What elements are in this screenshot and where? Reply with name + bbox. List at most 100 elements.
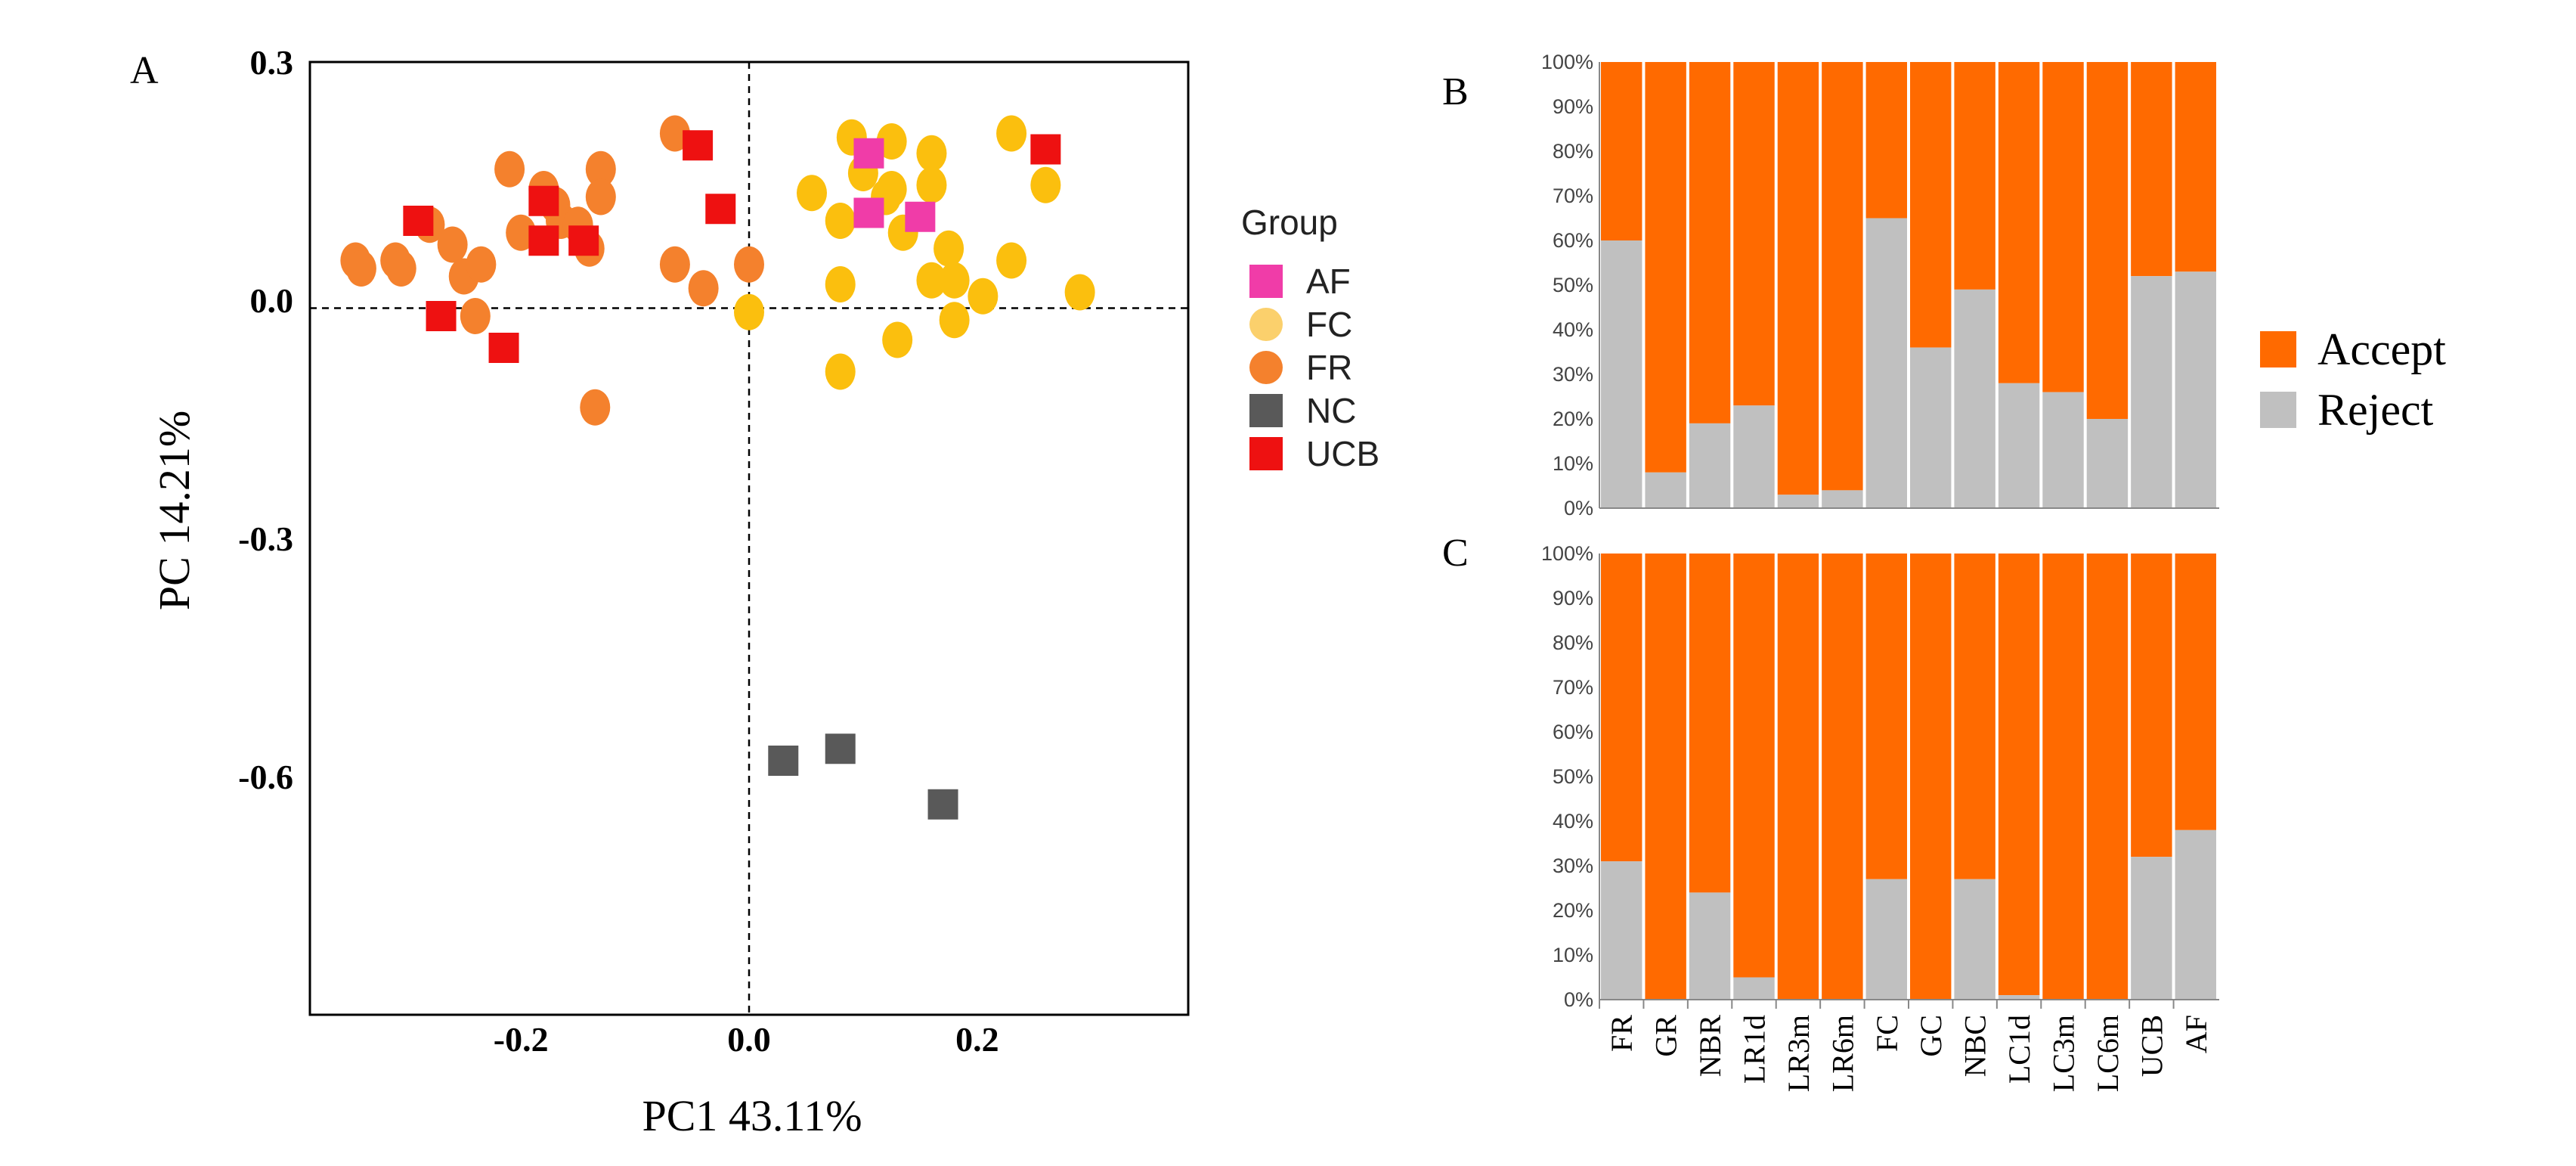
y-tick-label: 100% [1541, 542, 1593, 565]
point-fr [580, 389, 611, 426]
point-fr [460, 298, 491, 334]
legend-label-af: AF [1306, 262, 1351, 301]
y-tick-label: 50% [1553, 274, 1593, 296]
bar-accept-nbr [1689, 554, 1731, 893]
point-ucb [1030, 134, 1061, 165]
y-tick-label: 20% [1553, 899, 1593, 922]
bar-reject-lr1d [1733, 405, 1775, 508]
bar-accept-nbc [1954, 554, 1995, 879]
x-axis-label: PC1 43.11% [642, 1091, 862, 1140]
x-tick-label: AF [2179, 1015, 2213, 1053]
group-legend: Group AF FC FR NC UCB [1241, 203, 1379, 473]
point-fr [659, 246, 690, 283]
point-fc [916, 135, 947, 172]
y-tick-label: 30% [1553, 854, 1593, 877]
bar-accept-gr [1645, 62, 1686, 473]
y-tick-label: 90% [1553, 587, 1593, 609]
bar-reject-gc [1910, 347, 1952, 508]
bar-reject-lr1d [1733, 977, 1775, 1000]
legend-label-ucb: UCB [1306, 434, 1379, 473]
legend-label-nc: NC [1306, 391, 1356, 430]
bar-reject-af [2175, 830, 2216, 1000]
bar-reject-fc [1865, 218, 1907, 508]
bar-accept-lr1d [1733, 554, 1775, 978]
x-tick-label: LR3m [1782, 1015, 1816, 1092]
x-tick-label: LR1d [1738, 1015, 1772, 1084]
legend-swatch-af [1249, 265, 1283, 298]
bar-accept-ucb [2131, 62, 2172, 277]
point-fc [1064, 274, 1095, 311]
point-nc [768, 746, 799, 776]
bar-accept-fr [1601, 62, 1643, 240]
point-nc [825, 733, 856, 764]
x-tick-label: LC1d [2002, 1015, 2036, 1084]
bar-accept-lc3m [2042, 554, 2084, 1000]
y-tick-label: 0% [1564, 497, 1593, 519]
y-tick-label: 0.0 [250, 281, 294, 320]
bar-reject-lc3m [2042, 392, 2084, 508]
bar-reject-gr [1645, 472, 1686, 508]
point-ucb [488, 333, 519, 363]
point-ucb [528, 185, 559, 216]
point-fc [825, 266, 856, 302]
y-tick-label: 0.3 [250, 43, 294, 82]
point-fr [466, 246, 497, 283]
bar-accept-gc [1910, 554, 1952, 1000]
point-fr [385, 250, 416, 287]
point-nc [927, 789, 958, 820]
bar-accept-af [2175, 62, 2216, 272]
point-ucb [705, 194, 736, 225]
x-tick-label: GC [1914, 1015, 1948, 1057]
bar-accept-af [2175, 554, 2216, 830]
point-fr [437, 226, 468, 263]
stacked-bars-b: 0% 10% 20% 30% 40% 50% 60% 70% 80% 90% 100% [1541, 51, 2219, 519]
y-tick-label: 100% [1541, 51, 1593, 73]
point-fc [916, 166, 947, 203]
bar-reject-ucb [2131, 276, 2172, 508]
y-tick-label: 70% [1553, 676, 1593, 699]
x-axis-ticks: -0.2 0.0 0.2 [494, 1020, 999, 1059]
point-fc [734, 293, 764, 330]
bar-reject-lc1d [1998, 995, 2040, 1000]
y-tick-label: 80% [1553, 140, 1593, 163]
point-ucb [426, 301, 457, 331]
bar-accept-lr3m [1777, 62, 1819, 495]
x-tick-label: 0.2 [955, 1020, 999, 1059]
point-fc [996, 242, 1027, 279]
legend-label-accept: Accept [2317, 324, 2446, 374]
point-fr [688, 270, 719, 307]
point-fc [797, 175, 827, 212]
point-fc [882, 321, 913, 358]
bar-panel-c: C 0%10%20%30%40%50%60%70%80%90%100%FR GR N… [1442, 532, 2219, 1092]
point-af [905, 201, 936, 232]
point-fr [345, 250, 376, 287]
x-tick-label: UCB [2135, 1015, 2169, 1077]
y-tick-label: 60% [1553, 721, 1593, 743]
point-fr [585, 178, 616, 216]
y-tick-label: 40% [1553, 810, 1593, 833]
point-fc [916, 262, 947, 299]
point-ucb [403, 206, 434, 236]
point-fc [876, 123, 907, 160]
y-tick-label: 0% [1564, 988, 1593, 1011]
point-fc [968, 278, 999, 315]
y-axis-ticks: 0.3 0.0 -0.3 -0.6 [238, 43, 293, 796]
bar-accept-fc [1865, 554, 1907, 879]
y-tick-label: 30% [1553, 363, 1593, 386]
y-tick-label: 10% [1553, 944, 1593, 966]
legend-swatch-fc [1249, 308, 1283, 341]
x-tick-label: LR6m [1825, 1015, 1859, 1092]
x-tick-label: NBC [1958, 1015, 1992, 1077]
point-fc [825, 353, 856, 390]
bar-reject-fr [1601, 240, 1643, 508]
bar-accept-fc [1865, 62, 1907, 219]
bar-reject-nbr [1689, 892, 1731, 1000]
legend-swatch-ucb [1249, 437, 1283, 470]
bar-accept-lr6m [1822, 554, 1863, 1000]
pca-scatter-panel: A 0.3 0.0 -0.3 -0.6 -0.2 0.0 0.2 PC1 43.11% P… [130, 43, 1379, 1140]
panel-label-b: B [1442, 70, 1469, 113]
y-tick-label: 20% [1553, 408, 1593, 430]
y-tick-label: -0.6 [238, 758, 293, 796]
point-fc [876, 171, 907, 207]
